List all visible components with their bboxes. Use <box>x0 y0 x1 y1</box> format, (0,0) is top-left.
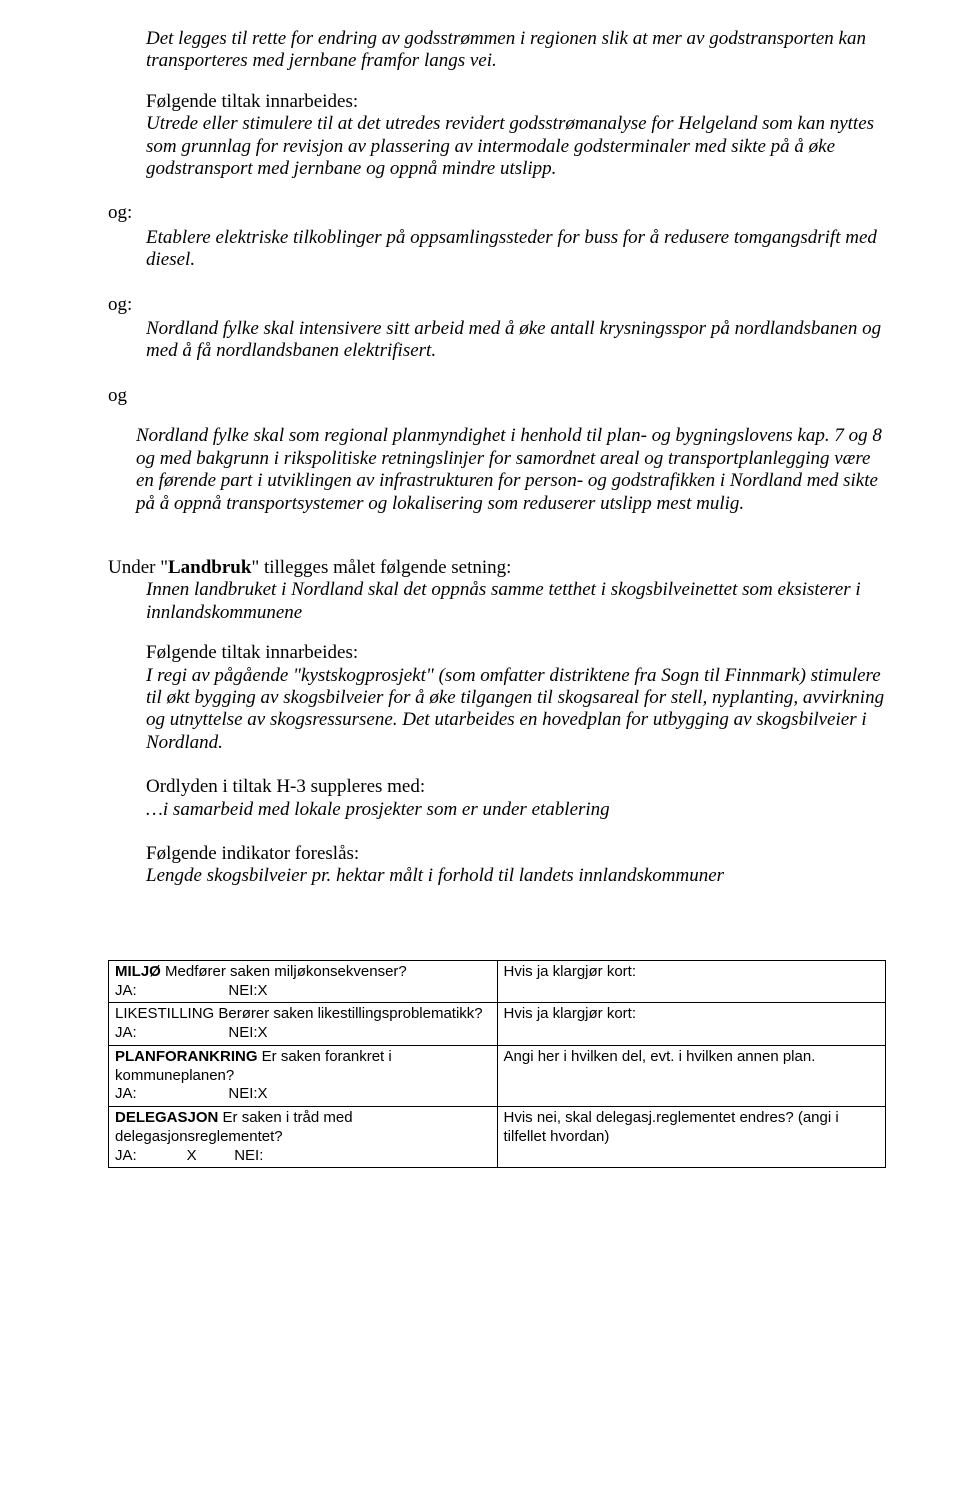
row0-line2: JA: NEI:X <box>115 982 268 999</box>
og-block-1: og: Etablere elektriske tilkoblinger på … <box>108 202 886 271</box>
cell-delegasjon-left: DELEGASJON Er saken i tråd med delegasjo… <box>109 1107 498 1168</box>
landbruk-intro-post: " tillegges målet følgende setning: <box>251 557 511 578</box>
cell-miljo-left: MILJØ Medfører saken miljøkonsekvenser? … <box>109 960 498 1003</box>
cell-planforankring-left: PLANFORANKRING Er saken forankret i komm… <box>109 1045 498 1106</box>
og-label-3: og <box>108 385 886 407</box>
tiltak-label: Følgende tiltak innarbeides: <box>146 91 886 113</box>
indikator-text: Lengde skogsbilveier pr. hektar målt i f… <box>146 865 886 887</box>
row3-line2: JA: X NEI: <box>115 1147 263 1164</box>
table-row: LIKESTILLING Berører saken likestillings… <box>109 1003 886 1046</box>
row1-plain: LIKESTILLING Berører saken likestillings… <box>115 1005 483 1022</box>
row3-bold: DELEGASJON <box>115 1109 218 1126</box>
landbruk-tiltak-block: Følgende tiltak innarbeides: I regi av p… <box>108 642 886 754</box>
indikator-block: Følgende indikator foreslås: Lengde skog… <box>108 843 886 888</box>
ordlyden-block: Ordlyden i tiltak H-3 suppleres med: …i … <box>108 776 886 821</box>
landbruk-intro-pre: Under " <box>108 557 168 578</box>
cell-likestilling-right: Hvis ja klargjør kort: <box>497 1003 886 1046</box>
og-text-3: Nordland fylke skal som regional planmyn… <box>108 425 886 515</box>
row2-bold: PLANFORANKRING <box>115 1048 258 1065</box>
og-text-2: Nordland fylke skal intensivere sitt arb… <box>108 318 886 363</box>
ordlyden-text: …i samarbeid med lokale prosjekter som e… <box>146 799 886 821</box>
landbruk-tiltak-label: Følgende tiltak innarbeides: <box>146 642 886 664</box>
row2-line2: JA: NEI:X <box>115 1085 268 1102</box>
landbruk-tiltak-text: I regi av pågående "kystskogprosjekt" (s… <box>146 665 886 755</box>
landbruk-goal: Innen landbruket i Nordland skal det opp… <box>108 579 886 624</box>
cell-miljo-right: Hvis ja klargjør kort: <box>497 960 886 1003</box>
intro-paragraph: Det legges til rette for endring av gods… <box>108 28 886 73</box>
table-row: MILJØ Medfører saken miljøkonsekvenser? … <box>109 960 886 1003</box>
table-row: PLANFORANKRING Er saken forankret i komm… <box>109 1045 886 1106</box>
ordlyden-lead: Ordlyden i tiltak H-3 suppleres med: <box>146 776 886 798</box>
og-label-1: og: <box>108 202 886 224</box>
og-block-2: og: Nordland fylke skal intensivere sitt… <box>108 294 886 363</box>
table-row: DELEGASJON Er saken i tråd med delegasjo… <box>109 1107 886 1168</box>
tiltak-text-1: Utrede eller stimulere til at det utrede… <box>146 113 886 180</box>
og-block-3: og Nordland fylke skal som regional plan… <box>108 385 886 515</box>
cell-planforankring-right: Angi her i hvilken del, evt. i hvilken a… <box>497 1045 886 1106</box>
og-text-1: Etablere elektriske tilkoblinger på opps… <box>108 227 886 272</box>
row0-rest: Medfører saken miljøkonsekvenser? <box>161 963 407 980</box>
row1-line2: JA: NEI:X <box>115 1024 268 1041</box>
landbruk-intro: Under "Landbruk" tillegges målet følgend… <box>108 557 886 579</box>
document-page: Det legges til rette for endring av gods… <box>0 0 960 1489</box>
cell-likestilling-left: LIKESTILLING Berører saken likestillings… <box>109 1003 498 1046</box>
landbruk-word: Landbruk <box>168 557 251 578</box>
footer-table: MILJØ Medfører saken miljøkonsekvenser? … <box>108 960 886 1169</box>
indikator-lead: Følgende indikator foreslås: <box>146 843 886 865</box>
cell-delegasjon-right: Hvis nei, skal delegasj.reglementet endr… <box>497 1107 886 1168</box>
og-label-2: og: <box>108 294 886 316</box>
row0-bold: MILJØ <box>115 963 161 980</box>
tiltak-block-1: Følgende tiltak innarbeides: Utrede elle… <box>108 91 886 181</box>
